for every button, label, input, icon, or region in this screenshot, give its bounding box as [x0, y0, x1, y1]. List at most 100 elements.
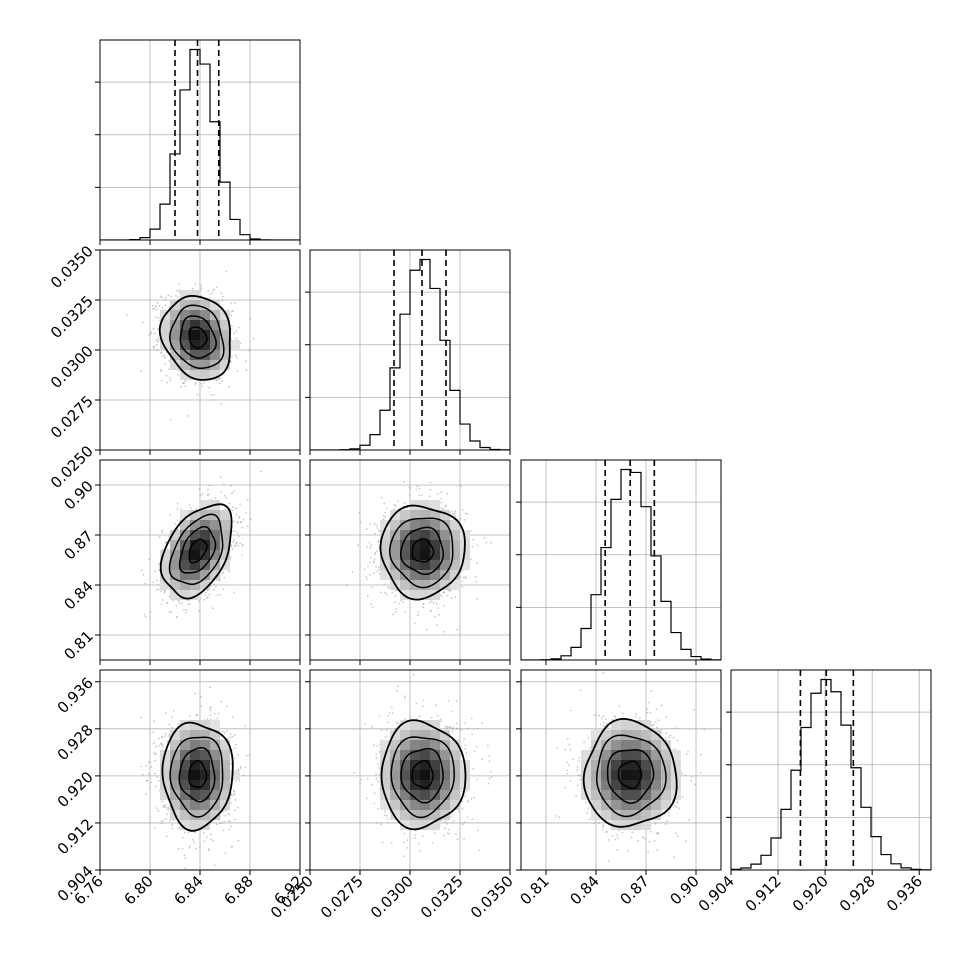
sample-point — [199, 494, 202, 497]
sample-point — [155, 785, 158, 788]
sample-point — [150, 781, 152, 784]
sample-point — [230, 314, 233, 317]
sample-point — [158, 745, 161, 747]
density-cell — [200, 320, 210, 330]
density-cell — [190, 360, 200, 370]
sample-point — [228, 570, 230, 573]
sample-point — [446, 594, 449, 597]
density-cell — [400, 540, 410, 550]
density-cell — [200, 370, 210, 380]
sample-point — [203, 840, 206, 843]
sample-point — [420, 494, 423, 496]
density-cell — [170, 550, 180, 560]
density-cell — [420, 540, 430, 550]
sample-point — [462, 576, 465, 579]
density-cell — [220, 510, 230, 520]
sample-point — [197, 600, 200, 603]
sample-point — [373, 558, 376, 561]
sample-point — [456, 628, 459, 631]
sample-point — [157, 584, 160, 586]
contour-level-0 — [188, 538, 208, 564]
sample-point — [176, 296, 179, 298]
density-cell — [420, 520, 430, 530]
density-cell — [170, 310, 180, 320]
sample-point — [398, 602, 400, 605]
sample-point — [144, 616, 147, 618]
density-cell — [180, 530, 190, 540]
sample-point — [194, 382, 197, 384]
contour-level-3 — [159, 503, 233, 600]
sample-point — [150, 332, 153, 335]
sample-point — [366, 528, 368, 530]
density-cell — [190, 370, 200, 380]
sample-point — [180, 385, 183, 388]
sample-point — [454, 515, 457, 518]
sample-point — [242, 543, 244, 546]
sample-point — [153, 332, 156, 335]
sample-point — [441, 507, 443, 510]
sample-point — [377, 529, 380, 532]
sample-point — [231, 310, 233, 313]
density-cell — [160, 330, 170, 340]
sample-point — [395, 589, 398, 592]
density-cell — [200, 310, 210, 320]
sample-point — [230, 328, 233, 330]
density-cells — [160, 290, 240, 380]
density-cell — [420, 590, 430, 600]
sample-point — [164, 735, 167, 737]
sample-point — [369, 573, 371, 576]
sample-point — [447, 590, 450, 592]
sample-point — [198, 610, 200, 613]
sample-point — [194, 692, 197, 695]
sample-point — [215, 286, 218, 289]
sample-point — [213, 589, 215, 591]
density-cell — [210, 340, 220, 350]
density-cell — [180, 330, 190, 340]
sample-point — [201, 493, 204, 496]
density-cell — [430, 590, 440, 600]
sample-point — [470, 558, 473, 561]
sample-point — [464, 512, 467, 515]
sample-point — [388, 587, 390, 589]
sample-point — [382, 518, 385, 521]
sample-point — [200, 287, 203, 290]
sample-point — [416, 614, 419, 617]
density-cell — [440, 550, 450, 560]
sample-point — [231, 548, 234, 551]
sample-point — [210, 498, 213, 501]
sample-point — [168, 306, 171, 309]
density-cell — [180, 570, 190, 580]
sample-point — [177, 723, 180, 725]
sample-point — [418, 494, 421, 497]
sample-point — [169, 377, 171, 379]
density-cell — [170, 560, 180, 570]
panel-2-0 — [95, 459, 301, 665]
density-cell — [430, 500, 440, 510]
sample-point — [375, 565, 377, 568]
sample-point — [472, 538, 475, 541]
density-cell — [420, 550, 430, 560]
sample-point — [181, 847, 184, 850]
sample-point — [260, 470, 262, 473]
density-cell — [200, 580, 210, 590]
density-cell — [190, 320, 200, 330]
sample-point — [164, 296, 167, 299]
sample-point — [174, 523, 176, 525]
density-cell — [430, 550, 440, 560]
sample-point — [357, 544, 359, 546]
sample-point — [459, 517, 462, 520]
density-cell — [200, 300, 210, 310]
density-cell — [380, 570, 390, 580]
sample-point — [207, 493, 210, 496]
sample-point — [214, 497, 217, 500]
sample-point — [442, 591, 445, 594]
sample-point — [205, 596, 208, 599]
density-cell — [160, 550, 170, 560]
sample-point — [402, 601, 405, 603]
density-cell — [220, 340, 230, 350]
sample-point — [430, 600, 433, 603]
contour-level-3 — [158, 294, 231, 381]
sample-point — [225, 270, 228, 273]
sample-point — [222, 295, 224, 298]
sample-point — [187, 603, 190, 606]
